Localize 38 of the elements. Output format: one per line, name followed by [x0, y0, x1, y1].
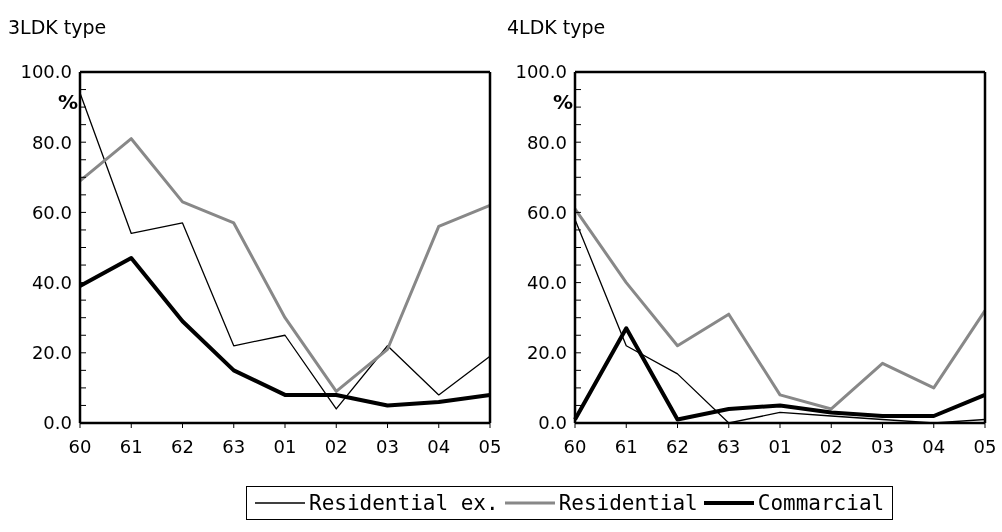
- y-tick-label: 60.0: [526, 201, 567, 223]
- line-series: [78, 137, 492, 393]
- x-tick-label: 62: [666, 435, 689, 457]
- chart-title: 4LDK type: [507, 16, 606, 38]
- x-tick-label: 01: [768, 435, 792, 457]
- x-tick-label: 02: [819, 435, 843, 457]
- y-tick-label: 80.0: [526, 131, 567, 153]
- y-axis-title: %: [553, 90, 574, 114]
- x-tick-label: 05: [973, 435, 997, 457]
- x-tick-label: 05: [478, 435, 502, 457]
- x-tick-label: 04: [427, 435, 451, 457]
- x-tick-label: 60: [563, 435, 587, 457]
- legend-label: Residential: [558, 491, 698, 515]
- y-tick-label: 80.0: [31, 131, 72, 153]
- y-tick-label: 100.0: [515, 61, 567, 83]
- y-tick-label: 20.0: [31, 342, 72, 364]
- y-tick-label: 0.0: [43, 412, 72, 434]
- x-tick-label: 61: [119, 435, 143, 457]
- legend-label: Residential ex.: [309, 491, 499, 515]
- y-tick-label: 40.0: [31, 271, 72, 293]
- x-tick-label: 03: [871, 435, 894, 457]
- x-tick-label: 61: [614, 435, 638, 457]
- y-tick-label: 60.0: [31, 201, 72, 223]
- x-tick-label: 60: [68, 435, 92, 457]
- x-tick-label: 03: [376, 435, 399, 457]
- x-tick-label: 63: [222, 435, 246, 457]
- y-tick-label: 100.0: [20, 61, 72, 83]
- x-tick-label: 62: [171, 435, 194, 457]
- x-tick-label: 02: [324, 435, 348, 457]
- y-axis-title: %: [58, 90, 79, 114]
- y-tick-label: 20.0: [526, 342, 567, 364]
- legend-label: Commarcial: [757, 491, 885, 515]
- y-tick-label: 40.0: [526, 271, 567, 293]
- x-tick-label: 01: [273, 435, 297, 457]
- x-tick-label: 04: [922, 435, 946, 457]
- y-tick-label: 0.0: [538, 412, 567, 434]
- x-tick-label: 63: [717, 435, 741, 457]
- chart-title: 3LDK type: [8, 16, 107, 38]
